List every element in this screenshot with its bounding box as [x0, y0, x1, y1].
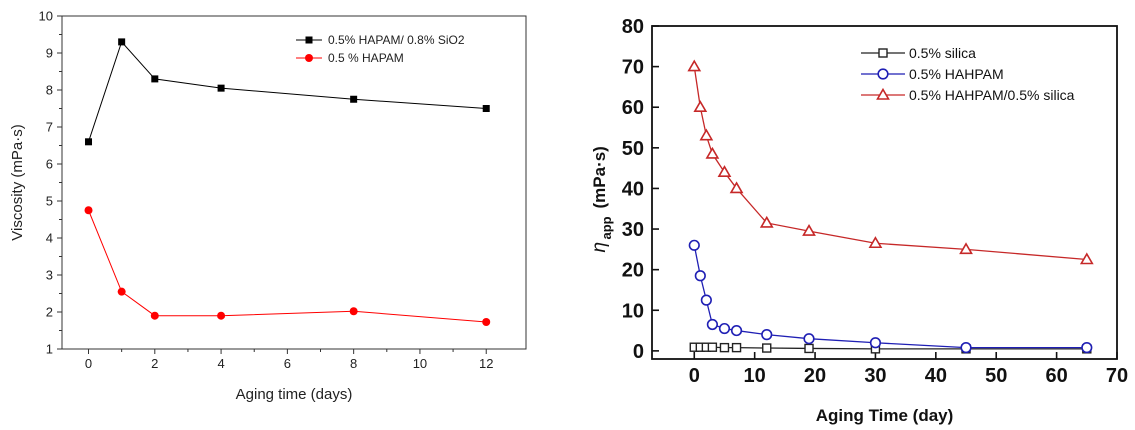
y-tick-label: 8: [46, 83, 53, 98]
legend-label: 0.5 % HAPAM: [328, 51, 404, 65]
data-point: [707, 148, 718, 158]
legend-label: 0.5% HAHPAM: [909, 66, 1004, 82]
x-tick-label: 2: [151, 356, 158, 371]
data-point: [732, 326, 742, 336]
x-tick-label: 6: [284, 356, 291, 371]
data-point: [118, 288, 126, 296]
legend-label: 0.5% HAPAM/ 0.8% SiO2: [328, 33, 465, 47]
y-axis-label: η app (mPa·s): [589, 146, 614, 252]
y-tick-label: 7: [46, 120, 53, 135]
x-tick-label: 60: [1045, 365, 1067, 387]
legend-marker: [878, 69, 888, 79]
x-tick-label: 4: [217, 356, 224, 371]
data-point: [702, 295, 712, 305]
y-tick-label: 0: [633, 341, 644, 363]
apparent-viscosity-chart: 0 10 20 30 40 50 60 70 80 0 10 20 30 40 50 60 70 Aging Ti…: [589, 16, 1128, 425]
y-tick-label: 40: [622, 178, 644, 200]
y-tick-label: 4: [46, 231, 53, 246]
y-tick-label: 3: [46, 268, 53, 283]
x-axis-label: Aging time (days): [236, 386, 353, 403]
x-tick-label: 0: [689, 365, 700, 387]
y-tick-label: 80: [622, 16, 644, 38]
data-point: [151, 75, 158, 82]
legend-marker: [305, 54, 313, 62]
data-point: [804, 334, 814, 344]
x-tick-label: 12: [479, 356, 493, 371]
data-point: [217, 312, 225, 320]
series-line: [694, 245, 1087, 347]
data-point: [708, 320, 718, 330]
series-line: [89, 210, 487, 322]
y-tick-label: 60: [622, 97, 644, 119]
data-point: [719, 167, 730, 177]
data-point: [701, 130, 712, 140]
y-tick-label: 30: [622, 219, 644, 241]
y-tick-label: 5: [46, 194, 53, 209]
data-point: [733, 344, 741, 352]
data-point: [763, 344, 771, 352]
data-point: [961, 343, 971, 353]
data-point: [689, 240, 699, 250]
data-point: [118, 38, 125, 45]
data-point: [218, 85, 225, 92]
y-tick-label: 1: [46, 342, 53, 357]
y-tick-label: 10: [622, 300, 644, 322]
legend-label: 0.5% silica: [909, 45, 976, 61]
data-point: [482, 318, 490, 326]
x-tick-label: 0: [85, 356, 92, 371]
data-point: [731, 183, 742, 193]
data-point: [871, 338, 881, 348]
x-axis-label: Aging Time (day): [816, 406, 954, 425]
data-point: [695, 102, 706, 112]
data-point: [483, 105, 490, 112]
x-tick-label: 30: [864, 365, 886, 387]
x-tick-label: 20: [804, 365, 826, 387]
data-point: [151, 312, 159, 320]
y-tick-label: 6: [46, 157, 53, 172]
x-tick-label: 50: [985, 365, 1007, 387]
y-axis-symbol: η: [589, 242, 610, 253]
y-axis-unit: (mPa·s): [590, 146, 609, 208]
x-tick-label: 40: [925, 365, 947, 387]
data-point: [350, 96, 357, 103]
data-point: [85, 206, 93, 214]
data-point: [689, 61, 700, 71]
x-tick-label: 8: [350, 356, 357, 371]
data-point: [720, 324, 730, 334]
legend-label: 0.5% HAHPAM/0.5% silica: [909, 87, 1075, 103]
data-point: [805, 344, 813, 352]
data-point: [720, 344, 728, 352]
data-point: [708, 343, 716, 351]
x-tick-label: 10: [413, 356, 427, 371]
x-tick-label: 10: [744, 365, 766, 387]
data-point: [762, 330, 772, 340]
y-axis-label: Viscosity (mPa·s): [9, 124, 26, 240]
data-point: [696, 271, 706, 281]
x-tick-label: 70: [1106, 365, 1128, 387]
legend-marker: [879, 49, 887, 57]
y-tick-label: 70: [622, 57, 644, 79]
y-tick-label: 10: [39, 9, 53, 24]
data-point: [350, 307, 358, 315]
legend-marker: [306, 37, 313, 44]
data-point: [85, 138, 92, 145]
data-point: [1082, 343, 1092, 353]
series-line: [89, 42, 487, 142]
y-tick-label: 2: [46, 305, 53, 320]
y-axis-subscript: app: [599, 216, 614, 239]
legend-marker: [878, 90, 889, 100]
y-tick-label: 20: [622, 260, 644, 282]
y-tick-label: 50: [622, 138, 644, 160]
y-tick-label: 9: [46, 46, 53, 61]
